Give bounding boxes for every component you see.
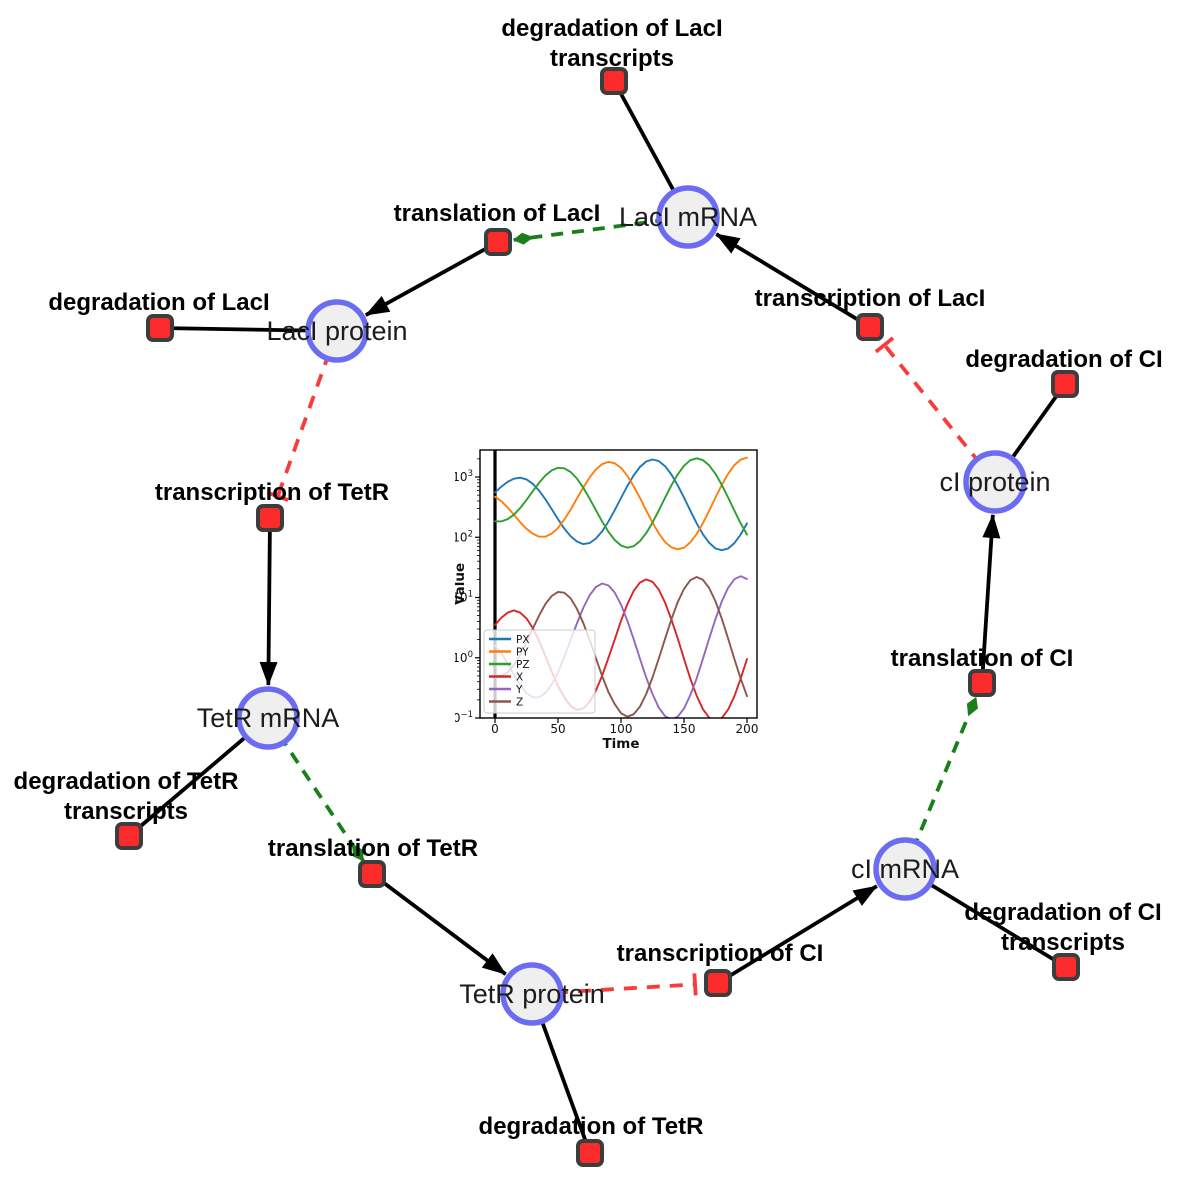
legend-label-PZ: PZ <box>516 659 530 671</box>
species-node-laci-protein: LacI protein <box>266 299 408 363</box>
species-label: LacI mRNA <box>619 202 757 232</box>
reaction-label: translation of TetR <box>268 835 478 862</box>
reaction-label: degradation of CI <box>964 899 1161 926</box>
curve-Z <box>494 576 748 718</box>
species-label: cI protein <box>939 467 1050 497</box>
legend-label-PY: PY <box>516 646 529 658</box>
x-tick-label: 150 <box>673 722 696 736</box>
curve-PZ <box>494 457 748 549</box>
edge-transl_tetr-tetr_protein-production <box>370 872 507 976</box>
edge-txn_ci-ci_mrna-production <box>717 884 878 985</box>
reaction-node-degradation-of-tetr-transcripts: degradation of TetR transcripts <box>14 768 239 850</box>
reaction-square <box>704 969 732 997</box>
species-label: cI mRNA <box>851 854 959 884</box>
node-layer: degradation of LacI transcripts translat… <box>14 15 1163 1167</box>
reaction-node-degradation-of-laci-transcripts: degradation of LacI transcripts <box>501 15 723 95</box>
reaction-label-line2: transcripts <box>64 798 188 825</box>
reaction-square <box>358 860 386 888</box>
species-circle <box>236 686 300 750</box>
reaction-square <box>115 822 143 850</box>
reaction-label: translation of CI <box>891 645 1074 672</box>
reaction-node-degradation-of-laci: degradation of LacI <box>48 289 270 342</box>
reaction-label: degradation of CI <box>965 346 1162 373</box>
reaction-node-translation-of-ci: translation of CI <box>891 645 1074 697</box>
reaction-label-line2: transcripts <box>550 45 674 72</box>
species-node-ci-protein: cI protein <box>939 450 1051 514</box>
reaction-node-transcription-of-ci: transcription of CI <box>617 940 824 997</box>
reaction-label: degradation of LacI <box>48 289 269 316</box>
reaction-label: transcription of CI <box>617 940 824 967</box>
x-tick-label: 100 <box>610 722 633 736</box>
reaction-node-degradation-of-ci-transcripts: degradation of CI transcripts <box>964 899 1162 981</box>
reaction-label: degradation of LacI <box>501 15 722 42</box>
legend-label-X: X <box>516 671 523 683</box>
reaction-square <box>1051 370 1079 398</box>
reaction-node-transcription-of-laci: transcription of LacI <box>755 285 986 341</box>
reaction-node-translation-of-laci: translation of LacI <box>394 200 601 256</box>
x-axis-label: Time <box>602 736 639 752</box>
reaction-square <box>576 1139 604 1167</box>
species-node-laci-mrna: LacI mRNA <box>619 185 757 249</box>
reaction-square <box>856 313 884 341</box>
edge-transl_laci-laci_protein-production <box>364 240 499 317</box>
reaction-label: degradation of TetR <box>479 1113 704 1140</box>
reaction-label: transcription of LacI <box>755 285 986 312</box>
species-node-tetr-protein: TetR protein <box>459 962 605 1026</box>
legend-box <box>483 629 596 714</box>
reaction-square <box>968 669 996 697</box>
y-axis-label: Value <box>455 563 468 605</box>
edge-txn_laci-laci_mrna-production <box>715 232 871 329</box>
reaction-label: degradation of TetR <box>14 768 239 795</box>
reaction-square <box>484 228 512 256</box>
curve-PY <box>494 456 748 551</box>
legend-label-PX: PX <box>516 634 530 646</box>
reaction-label-line2: transcripts <box>1001 929 1125 956</box>
curve-PX <box>494 458 748 552</box>
reaction-node-translation-of-tetr: translation of TetR <box>268 835 478 888</box>
reaction-node-transcription-of-tetr: transcription of TetR <box>155 479 389 532</box>
reaction-label: translation of LacI <box>394 200 601 227</box>
reaction-square <box>600 67 628 95</box>
reaction-square <box>256 504 284 532</box>
reaction-label: transcription of TetR <box>155 479 389 506</box>
species-circle <box>963 450 1027 514</box>
plot-frame <box>479 449 758 719</box>
x-tick-label: 50 <box>550 722 565 736</box>
edge-transl_ci-ci_protein-production <box>980 513 1001 684</box>
species-label: TetR mRNA <box>197 703 340 733</box>
species-label: TetR protein <box>459 979 605 1009</box>
edge-txn_tetr-tetr_mrna-production <box>259 517 278 687</box>
species-label: LacI protein <box>266 316 407 346</box>
reaction-square <box>146 314 174 342</box>
legend-label-Z: Z <box>516 696 523 708</box>
species-node-ci-mrna: cI mRNA <box>851 837 959 901</box>
reaction-square <box>1052 953 1080 981</box>
legend-label-Y: Y <box>515 684 523 696</box>
species-circle <box>873 837 937 901</box>
species-circle <box>656 185 720 249</box>
species-circle <box>305 299 369 363</box>
x-tick-label: 200 <box>736 722 759 736</box>
reaction-node-degradation-of-tetr: degradation of TetR <box>479 1113 704 1167</box>
species-node-tetr-mrna: TetR mRNA <box>197 686 340 750</box>
x-tick-label: 0 <box>491 722 499 736</box>
species-circle <box>500 962 564 1026</box>
reaction-node-degradation-of-ci: degradation of CI <box>965 346 1163 398</box>
